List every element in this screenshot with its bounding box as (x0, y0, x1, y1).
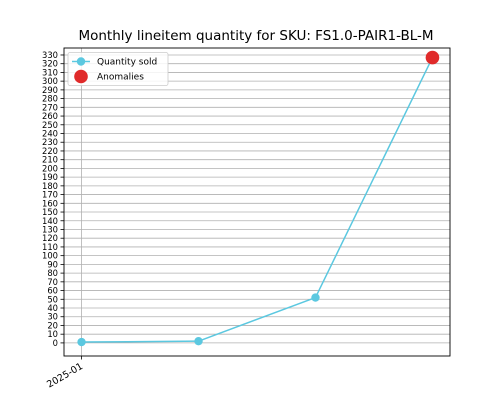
anomaly-point (425, 50, 440, 65)
y-tick-label: 210 (42, 155, 58, 165)
y-tick-label: 200 (42, 163, 58, 173)
data-point-quantity-sold (311, 293, 320, 302)
y-tick-label: 150 (42, 207, 58, 217)
y-tick-label: 160 (42, 198, 58, 208)
series-line-quantity-sold (81, 57, 434, 343)
y-tick-label: 0 (53, 338, 58, 348)
data-point-quantity-sold (77, 337, 86, 347)
y-tick-label: 310 (42, 67, 58, 77)
chart-title: Monthly lineitem quantity for SKU: FS1.0… (78, 28, 433, 44)
legend-marker-anomalies (74, 69, 88, 84)
y-tick-label: 180 (42, 181, 58, 191)
y-tick-label: 10 (47, 329, 58, 339)
y-tick-label: 300 (42, 76, 58, 86)
y-tick-label: 30 (47, 312, 58, 322)
y-tick-label: 330 (42, 50, 58, 60)
plot-frame (63, 47, 451, 357)
y-tick-label: 250 (42, 120, 58, 130)
y-tick-label: 40 (47, 303, 58, 313)
y-tick-label: 240 (42, 129, 58, 139)
y-tick-label: 60 (47, 286, 58, 296)
y-tick-label: 130 (42, 224, 58, 234)
y-tick-label: 260 (42, 111, 58, 121)
y-tick-label: 220 (42, 146, 58, 156)
series (77, 50, 440, 347)
legend: Quantity sold Anomalies (67, 52, 169, 86)
y-tick-label: 230 (42, 137, 58, 147)
legend-box (67, 52, 169, 86)
y-tick-label: 290 (42, 85, 58, 95)
y-tick-label: 50 (47, 294, 58, 304)
y-tick-label: 140 (42, 216, 58, 226)
y-tick-label: 70 (47, 277, 58, 287)
y-tick-label: 80 (47, 268, 58, 278)
legend-marker-quantity-sold (76, 57, 86, 66)
y-tick-label: 190 (42, 172, 58, 182)
y-tick-label: 110 (42, 242, 58, 252)
y-tick-label: 270 (42, 102, 58, 112)
legend-label-anomalies: Anomalies (97, 73, 144, 83)
y-tick-label: 100 (42, 251, 58, 261)
y-tick-label: 20 (47, 320, 58, 330)
y-tick-label: 280 (42, 94, 58, 104)
y-tick-label: 170 (42, 190, 58, 200)
legend-label-quantity-sold: Quantity sold (97, 58, 157, 68)
grid (64, 48, 450, 356)
y-tick-label: 320 (42, 59, 58, 69)
y-tick-label: 120 (42, 233, 58, 243)
data-point-quantity-sold (194, 336, 203, 346)
y-tick-label: 90 (47, 259, 58, 269)
y-axis-ticks: 0102030405060708090100110120130140150160… (42, 50, 64, 348)
